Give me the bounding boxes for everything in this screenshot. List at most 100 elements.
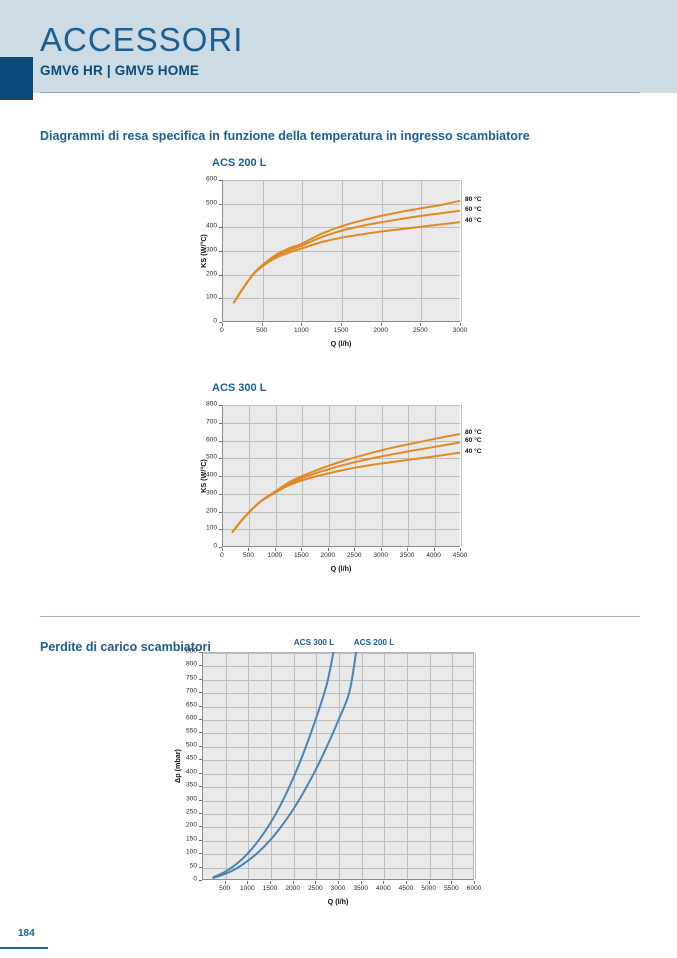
gridline-vertical [429, 653, 431, 879]
y-axis-tick-label: 850 [185, 647, 197, 655]
chart-title: ACS 300 L [212, 382, 267, 394]
y-axis-tick-label: 550 [185, 728, 197, 736]
gridline-vertical [275, 405, 277, 546]
x-axis-tick-label: 0 [220, 327, 224, 334]
y-axis-tick [199, 652, 202, 653]
x-axis-tick [261, 323, 263, 326]
y-axis-tick-label: 0 [193, 875, 197, 883]
gridline-horizontal [203, 666, 473, 668]
plot-area [202, 652, 476, 880]
y-axis-tick-label: 450 [185, 754, 197, 762]
section-heading-diagrammi: Diagrammi di resa specifica in funzione … [40, 129, 530, 143]
gridline-vertical [361, 653, 363, 879]
x-axis-title: Q (l/h) [330, 564, 352, 573]
x-axis-title: Q (l/h) [327, 897, 349, 906]
x-axis-tick-label: 5500 [443, 885, 459, 892]
section-divider [40, 616, 640, 617]
gridline-horizontal [203, 867, 473, 869]
y-axis-tick-label: 150 [185, 835, 197, 843]
x-axis-tick [460, 548, 461, 551]
x-axis-tick-label: 2000 [320, 552, 336, 559]
gridline-horizontal [203, 800, 473, 802]
x-axis-tick-label: 4500 [398, 885, 414, 892]
x-axis-tick-label: 3000 [373, 552, 388, 559]
y-axis-tick-label: 50 [189, 862, 197, 870]
x-axis-tick-label: 2000 [285, 885, 300, 892]
gridline-horizontal [203, 773, 473, 775]
gridline-vertical [407, 653, 408, 879]
x-axis-tick-label: 5000 [421, 885, 436, 892]
x-axis-tick [222, 548, 223, 551]
gridline-horizontal [223, 274, 460, 276]
gridline-vertical [384, 653, 386, 879]
y-axis-tick-label: 400 [205, 471, 217, 479]
x-axis-tick-label: 1000 [293, 327, 309, 334]
gridline-horizontal [223, 511, 460, 513]
y-axis-tick [199, 705, 202, 707]
x-axis-tick-label: 1500 [333, 327, 349, 334]
y-axis-tick-label: 300 [205, 489, 217, 497]
x-axis-tick-label: 500 [242, 552, 254, 559]
y-axis-tick-label: 200 [205, 507, 217, 515]
y-axis-tick [219, 493, 222, 495]
x-axis-tick-label: 3500 [353, 885, 368, 892]
series-label-60c: 60 °C [465, 437, 482, 445]
y-axis-tick [219, 180, 222, 181]
page-header-band [0, 0, 677, 93]
page-number: 184 [18, 928, 35, 939]
section-heading-perdite: Perdite di carico scambiatori [40, 640, 211, 654]
x-axis-tick-label: 500 [256, 327, 268, 334]
x-axis-tick [406, 881, 407, 884]
y-axis-tick [199, 786, 202, 788]
gridline-vertical [339, 653, 340, 879]
series-line [231, 441, 460, 533]
y-axis-tick [219, 405, 222, 406]
gridline-horizontal [223, 180, 460, 181]
y-axis-tick-label: 700 [185, 687, 197, 695]
gridline-vertical [302, 180, 304, 321]
gridline-vertical [461, 405, 462, 546]
y-axis-tick-label: 0 [213, 317, 217, 325]
x-axis-tick [327, 548, 329, 551]
gridline-horizontal [203, 813, 473, 815]
x-axis-tick [451, 881, 453, 884]
y-axis-tick-label: 600 [185, 714, 197, 722]
y-axis-tick-label: 100 [205, 294, 217, 302]
gridline-horizontal [203, 760, 473, 762]
x-axis-tick-label: 1500 [262, 885, 278, 892]
gridline-horizontal [223, 493, 460, 495]
gridline-horizontal [223, 251, 460, 252]
y-axis-tick [219, 322, 222, 323]
y-axis-tick [199, 866, 202, 868]
y-axis-tick [199, 853, 202, 855]
y-axis-tick-label: 250 [185, 808, 197, 816]
x-axis-tick [338, 881, 339, 884]
chart-curves [232, 199, 460, 304]
series-label-80c: 80 °C [465, 428, 482, 436]
y-axis-tick [199, 880, 202, 881]
x-axis-tick [420, 323, 422, 326]
y-axis-tick-label: 350 [185, 781, 197, 789]
gridline-vertical [342, 180, 343, 321]
y-axis-tick [199, 692, 202, 694]
x-axis-tick [360, 881, 362, 884]
gridline-horizontal [223, 298, 460, 300]
x-axis-tick [247, 881, 249, 884]
series-line [212, 652, 335, 879]
y-axis-tick [219, 203, 222, 205]
x-axis-tick [380, 548, 382, 551]
chart-acs-200l: ACS 200 L 0 100 200 300 400 500 600 0 500 1000 1500… [190, 158, 490, 358]
chart-title: ACS 200 L [212, 157, 267, 169]
y-axis-tick-label: 800 [205, 400, 217, 408]
gridline-vertical [421, 180, 423, 321]
y-axis-tick-label: 600 [205, 436, 217, 444]
y-axis-tick [199, 678, 202, 680]
y-axis-tick [199, 772, 202, 774]
x-axis-tick [301, 548, 303, 551]
gridline-vertical [434, 405, 436, 546]
y-axis-tick [199, 799, 202, 801]
x-axis-tick [474, 881, 475, 884]
x-axis-tick [224, 881, 226, 884]
y-axis-tick [219, 422, 222, 424]
x-axis-tick-label: 4500 [452, 552, 468, 559]
